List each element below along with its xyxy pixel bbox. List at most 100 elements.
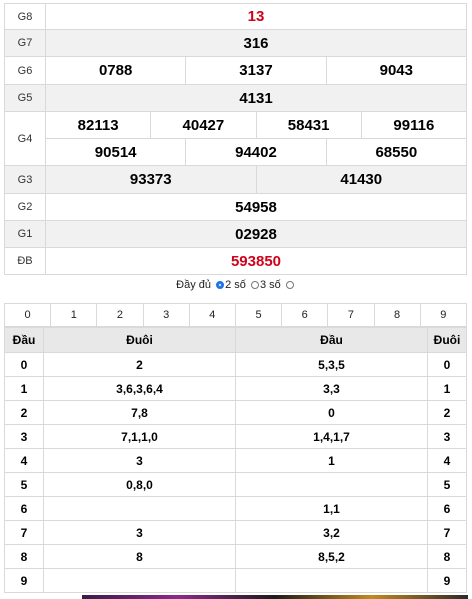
loto-heads: 1,1: [235, 496, 428, 521]
prize-value: 13: [45, 3, 467, 30]
loto-tails: 3: [43, 520, 236, 545]
loto-row: 1 3,6,3,6,4 3,3 1: [4, 376, 467, 401]
loto-digit-right: 6: [427, 496, 467, 521]
loto-digit-right: 0: [427, 352, 467, 377]
loto-digit: 5: [4, 472, 44, 497]
digit-button[interactable]: 4: [188, 303, 236, 327]
prize-value: 94402: [185, 139, 325, 165]
loto-digit-right: 9: [427, 568, 467, 593]
loto-heads: 3,2: [235, 520, 428, 545]
prize-label: G4: [4, 111, 46, 166]
loto-heads: 3,3: [235, 376, 428, 401]
digit-button[interactable]: 3: [142, 303, 190, 327]
ad-banner[interactable]: [82, 595, 468, 599]
loto-tails: 0,8,0: [43, 472, 236, 497]
prize-value: 593850: [45, 247, 467, 275]
loto-tails: [43, 496, 236, 521]
prize-row-g8: G8 13: [4, 3, 467, 30]
radio-two-digits[interactable]: [216, 281, 225, 290]
results-table: G8 13 G7 316 G6 0788 3137 9043 G5 4131 G…: [4, 3, 467, 275]
prize-value: 54958: [45, 193, 467, 221]
loto-heads: 8,5,2: [235, 544, 428, 569]
digit-button[interactable]: 6: [281, 303, 329, 327]
prize-label: G3: [4, 165, 46, 194]
digit-button[interactable]: 0: [3, 303, 52, 327]
display-filter: Đầy đủ 2 số 3 số: [4, 279, 467, 291]
filter-three-label[interactable]: 3 số: [259, 279, 281, 291]
loto-row: 2 7,8 0 2: [4, 400, 467, 425]
loto-digit-right: 8: [427, 544, 467, 569]
loto-digit: 0: [4, 352, 44, 377]
digit-button[interactable]: 1: [50, 303, 98, 327]
prize-row-special: ĐB 593850: [4, 247, 467, 275]
loto-body: 0 2 5,3,5 0 1 3,6,3,6,4 3,3 1 2 7,8 0 2 3 7,1,1,0 1,4,…: [4, 352, 467, 593]
prize-row-g6: G6 0788 3137 9043: [4, 56, 467, 85]
prize-value: 9043: [325, 57, 466, 84]
loto-heads: 0: [235, 400, 428, 425]
loto-tails: 3,6,3,6,4: [43, 376, 236, 401]
loto-tails: 7,1,1,0: [43, 424, 236, 449]
header-dau: Đầu: [4, 327, 44, 353]
digit-button[interactable]: 9: [419, 303, 468, 327]
loto-digit: 6: [4, 496, 44, 521]
prize-value: 99116: [360, 112, 466, 138]
loto-tails: 7,8: [43, 400, 236, 425]
prize-label: G7: [4, 29, 46, 57]
digit-button[interactable]: 8: [373, 303, 421, 327]
prize-value: 41430: [255, 166, 467, 193]
prize-label: G1: [4, 220, 46, 248]
loto-heads: [235, 472, 428, 497]
prize-label: G8: [4, 3, 46, 30]
loto-tails: 8: [43, 544, 236, 569]
prize-label: G6: [4, 56, 46, 85]
digit-button[interactable]: 7: [327, 303, 375, 327]
filter-full-label[interactable]: Đầy đủ: [176, 279, 212, 291]
prize-value: 68550: [325, 139, 466, 165]
loto-digit-right: 7: [427, 520, 467, 545]
loto-digit: 2: [4, 400, 44, 425]
prize-row-g1: G1 02928: [4, 220, 467, 248]
digit-button[interactable]: 2: [96, 303, 144, 327]
prize-value: 4131: [45, 84, 467, 112]
loto-heads: [235, 568, 428, 593]
loto-heads: 1,4,1,7: [235, 424, 428, 449]
loto-row: 5 0,8,0 5: [4, 472, 467, 497]
loto-tails: 2: [43, 352, 236, 377]
loto-tails: 3: [43, 448, 236, 473]
loto-digit-right: 5: [427, 472, 467, 497]
prize-value: 82113: [77, 116, 119, 134]
digit-button[interactable]: 5: [234, 303, 283, 327]
loto-heads: 5,3,5: [235, 352, 428, 377]
filter-two-label[interactable]: 2 số: [225, 279, 246, 291]
loto-row: 3 7,1,1,0 1,4,1,7 3: [4, 424, 467, 449]
prize-value: 3137: [185, 57, 325, 84]
header-duoi: Đuôi: [43, 327, 236, 353]
loto-digit-right: 4: [427, 448, 467, 473]
header-duoi-2: Đuôi: [427, 327, 467, 353]
prize-value: 02928: [45, 220, 467, 248]
radio-full[interactable]: [285, 281, 294, 290]
loto-digit: 8: [4, 544, 44, 569]
loto-heads: 1: [235, 448, 428, 473]
radio-three-digits[interactable]: [250, 281, 259, 290]
prize-value: 93373: [129, 171, 172, 188]
prize-value: 0788: [98, 62, 133, 79]
loto-digit: 7: [4, 520, 44, 545]
prize-label: G2: [4, 193, 46, 221]
loto-digit-right: 3: [427, 424, 467, 449]
prize-row-g2: G2 54958: [4, 193, 467, 221]
loto-row: 6 1,1 6: [4, 496, 467, 521]
prize-value: 90514: [94, 143, 137, 161]
digit-selector: 0 1 2 3 4 5 6 7 8 9: [3, 303, 468, 327]
loto-row: 0 2 5,3,5 0: [4, 352, 467, 377]
loto-digit: 1: [4, 376, 44, 401]
prize-row-g4: G4 82113 40427 58431 99116 90514 94402 6…: [4, 111, 467, 166]
prize-value: 40427: [150, 112, 255, 138]
prize-row-g7: G7 316: [4, 29, 467, 57]
header-dau-2: Đầu: [235, 327, 428, 353]
prize-row-g3: G3 93373 41430: [4, 165, 467, 194]
prize-label: ĐB: [4, 247, 46, 275]
prize-row-g5: G5 4131: [4, 84, 467, 112]
